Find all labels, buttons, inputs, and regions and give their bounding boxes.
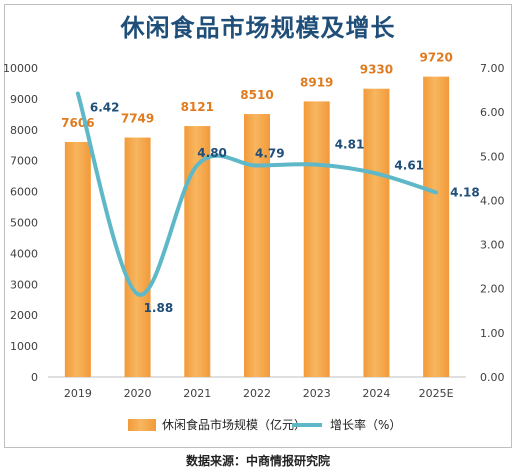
bar-2023 [303,101,330,378]
bar-value-label: 9720 [419,51,452,65]
x-tick-label: 2021 [183,387,211,400]
y-left-tick-label: 4000 [10,247,38,260]
bar-value-label: 8919 [300,75,333,89]
y-left-tick-label: 10000 [3,62,38,75]
y-right-tick-label: 1.00 [480,327,505,340]
x-tick-label: 2024 [362,387,390,400]
bar-2020 [124,137,151,377]
y-right-tick-label: 4.00 [480,194,505,207]
y-left-tick-label: 0 [31,371,38,384]
legend-label-bar: 休闲食品市场规模（亿元） [162,417,306,432]
bar-value-label: 7606 [61,116,94,130]
x-tick-label: 2025E [419,387,454,400]
y-left-tick-label: 1000 [10,340,38,353]
y-left-tick-label: 7000 [10,155,38,168]
y-left-tick-label: 2000 [10,309,38,322]
chart-title: 休闲食品市场规模及增长 [120,14,396,42]
y-right-tick-label: 2.00 [480,283,505,296]
bar-value-label: 8510 [240,88,273,102]
growth-rate-line [75,91,439,297]
y-left-tick-label: 9000 [10,93,38,106]
legend-bar-swatch [128,419,156,431]
y-right-tick-label: 0.00 [480,371,505,384]
bar-2019 [64,141,91,377]
bar-value-label: 8121 [181,100,214,114]
rate-value-label: 1.88 [144,301,174,315]
rate-value-label: 4.61 [394,159,424,173]
rate-value-label: 4.81 [335,138,365,152]
y-right-tick-label: 3.00 [480,239,505,252]
y-left-tick-label: 3000 [10,278,38,291]
rate-value-label: 4.79 [255,147,285,161]
bar-value-label: 7749 [121,112,154,126]
x-tick-label: 2019 [64,387,92,400]
bar-2025E [423,76,450,377]
bar-2022 [244,114,270,377]
y-left-tick-label: 8000 [10,124,38,137]
x-tick-label: 2023 [303,387,331,400]
rate-value-label: 4.18 [450,185,480,199]
bar-2024 [363,88,390,377]
y-left-tick-label: 5000 [10,217,38,230]
y-right-tick-label: 6.00 [480,106,505,119]
x-tick-label: 2022 [243,387,271,400]
y-right-tick-label: 7.00 [480,62,505,75]
y-left-tick-label: 6000 [10,186,38,199]
rate-value-label: 4.80 [197,146,227,160]
y-right-tick-label: 5.00 [480,150,505,163]
rate-value-label: 6.42 [90,101,120,115]
bar-value-label: 9330 [360,63,393,77]
legend-label-line: 增长率（%） [330,417,401,432]
source-note: 数据来源：中商情报研究院 [185,454,330,468]
x-tick-label: 2020 [124,387,152,400]
